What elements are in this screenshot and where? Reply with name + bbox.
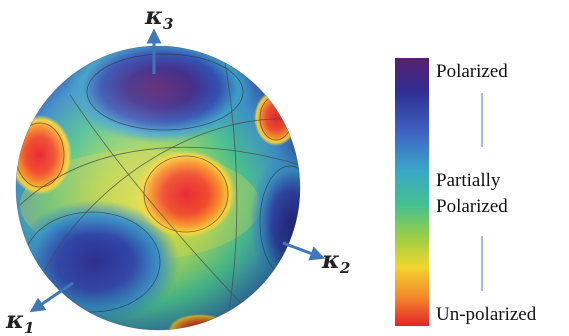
axis-arrows <box>29 28 326 313</box>
sphere-outline <box>15 45 301 331</box>
contour-center <box>143 155 229 233</box>
poincare-sphere <box>15 45 301 331</box>
contour-left <box>16 122 65 188</box>
colorbar-label-top: Polarized <box>436 61 508 82</box>
colorbar-label-middle-line2: Polarized <box>436 196 508 217</box>
sphere-shading <box>16 46 300 330</box>
axis-k2-label: κ2 <box>321 245 350 277</box>
sphere-grid-lines <box>19 61 300 319</box>
colorbar-gradient <box>395 58 429 326</box>
colorbar: Polarized Partially Polarized Un-polariz… <box>395 58 537 326</box>
colorbar-label-middle-line1: Partially <box>436 170 501 191</box>
great-circle-3 <box>224 61 238 319</box>
axis-k3-label: κ3 <box>144 1 173 33</box>
contour-top <box>86 53 244 131</box>
great-circle-4 <box>19 146 300 206</box>
axis-k1-label: κ1 <box>5 305 34 336</box>
great-circle-1 <box>44 118 299 271</box>
colorbar-label-bottom: Un-polarized <box>436 304 537 325</box>
great-circle-2 <box>69 94 256 319</box>
axis-k1-arrow <box>29 281 74 313</box>
axis-k2-arrow <box>282 241 326 261</box>
